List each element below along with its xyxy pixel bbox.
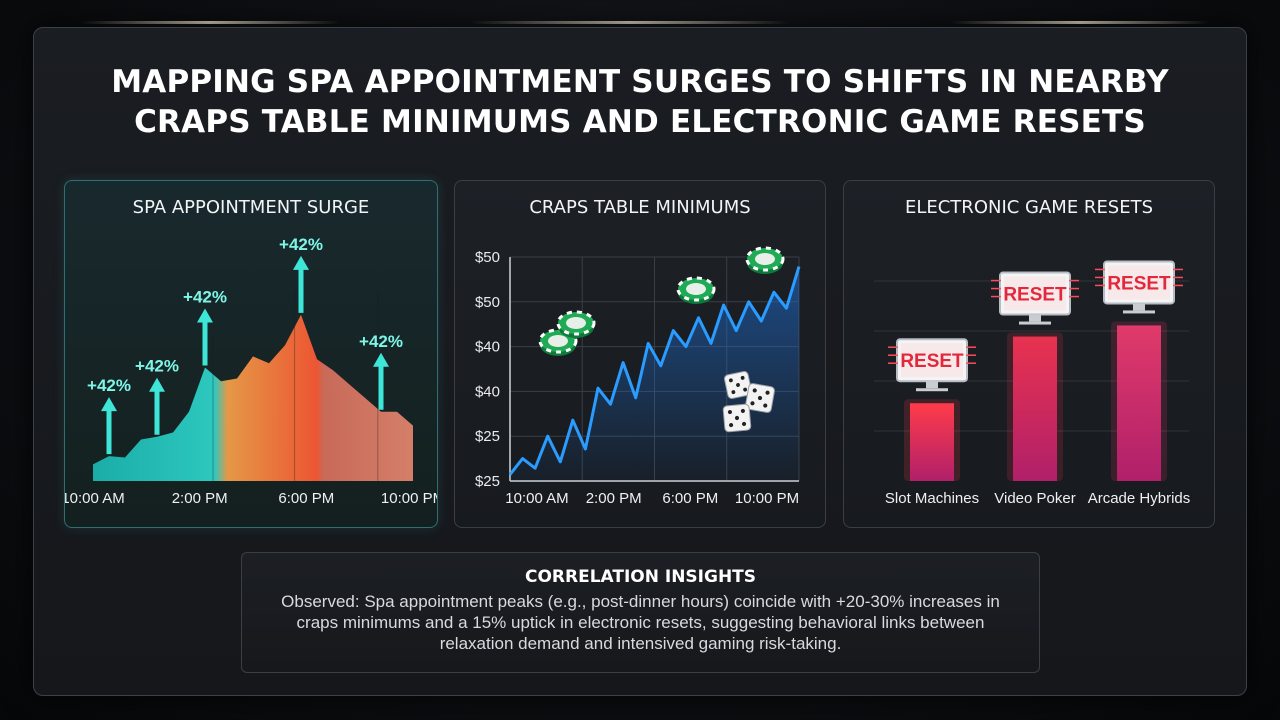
casino-chip-icon — [548, 335, 568, 347]
craps-line-series — [508, 266, 801, 476]
x-tick-label: 10:00 PM — [735, 490, 799, 507]
ceiling-light — [470, 21, 790, 24]
category-label: Arcade Hybrids — [1088, 490, 1191, 507]
casino-chip-icon — [538, 328, 578, 354]
surge-arrow-icon — [149, 377, 165, 392]
x-tick-label: 10:00 AM — [65, 490, 125, 507]
spa-area-series — [93, 314, 413, 481]
x-tick-label: 2:00 PM — [172, 490, 228, 507]
surge-label: +42% — [183, 287, 227, 306]
insights-box: CORRELATION INSIGHTS Observed: Spa appoi… — [241, 552, 1040, 673]
surge-label: +42% — [87, 376, 131, 395]
casino-chip-icon — [745, 246, 785, 272]
x-tick-label: 10:00 PM — [381, 490, 437, 507]
surge-arrow-icon — [373, 352, 389, 367]
y-tick-label: $50 — [475, 249, 500, 266]
category-label: Slot Machines — [885, 490, 979, 507]
y-tick-label: $25 — [475, 428, 500, 445]
x-tick-label: 10:00 AM — [505, 490, 568, 507]
craps-panel: CRAPS TABLE MINIMUMS $25 $25 $40 $40 $50 $50 1… — [454, 180, 826, 528]
insights-body: Observed: Spa appointment peaks (e.g., p… — [281, 592, 1000, 653]
monitor-stand — [1133, 303, 1145, 311]
monitor-screen — [901, 343, 963, 378]
craps-title: CRAPS TABLE MINIMUMS — [529, 197, 751, 218]
category-label: Video Poker — [994, 490, 1075, 507]
y-tick-label: $25 — [475, 473, 500, 490]
surge-arrow-icon — [101, 397, 117, 412]
surge-label: +42% — [359, 332, 403, 351]
resets-chart: RESET Slot Machines RESET Video Poker RESET A… — [874, 260, 1191, 507]
resets-panel: ELECTRONIC GAME RESETS RESET Slot Machine… — [843, 180, 1215, 528]
dice-icon — [724, 371, 752, 399]
surge-label: +42% — [279, 235, 323, 254]
monitor-base — [916, 388, 948, 392]
reset-badge: RESET — [900, 351, 964, 372]
reset-badge: RESET — [1003, 285, 1067, 306]
surge-label: +42% — [135, 357, 179, 376]
reset-badge: RESET — [1107, 273, 1171, 294]
craps-chart: $25 $25 $40 $40 $50 $50 10:00 AM 2:00 PM 6:00 PM… — [475, 246, 801, 507]
casino-chip-icon — [755, 253, 775, 265]
casino-chip-icon — [556, 310, 596, 336]
y-tick-label: $40 — [475, 339, 500, 356]
reset-bar — [1117, 325, 1161, 481]
dice-icon — [722, 403, 752, 433]
reset-bar — [1013, 336, 1057, 481]
monitor-base — [1019, 321, 1051, 325]
monitor-screen — [1004, 276, 1066, 311]
dice-icon — [745, 383, 775, 413]
monitor-base — [1123, 310, 1155, 314]
surge-arrow-icon — [197, 308, 213, 323]
x-tick-label: 6:00 PM — [662, 490, 718, 507]
x-tick-label: 6:00 PM — [278, 490, 334, 507]
surge-arrow-icon — [293, 255, 309, 270]
ceiling-light — [950, 21, 1210, 24]
monitor-stand — [926, 381, 938, 389]
insights-heading: CORRELATION INSIGHTS — [524, 567, 757, 587]
reset-bar — [910, 403, 954, 481]
page-title: MAPPING SPA APPOINTMENT SURGES TO SHIFTS… — [111, 64, 1169, 140]
casino-chip-icon — [686, 283, 706, 295]
y-tick-label: $40 — [475, 383, 500, 400]
casino-chip-icon — [676, 276, 716, 302]
y-tick-label: $50 — [475, 294, 500, 311]
spa-surge-panel: SPA APPOINTMENT SURGE +42% +42% +42% +42% +4… — [64, 180, 438, 528]
ceiling-light — [80, 21, 340, 24]
spa-surge-title: SPA APPOINTMENT SURGE — [132, 197, 370, 218]
spa-surge-chart: +42%+42%+42%+42%+42%10:00 AM 2:00 PM 6:00 … — [65, 235, 437, 507]
x-tick-label: 2:00 PM — [586, 490, 642, 507]
casino-chip-icon — [566, 317, 586, 329]
monitor-screen — [1108, 265, 1170, 300]
resets-title: ELECTRONIC GAME RESETS — [904, 197, 1154, 218]
monitor-stand — [1029, 314, 1041, 322]
